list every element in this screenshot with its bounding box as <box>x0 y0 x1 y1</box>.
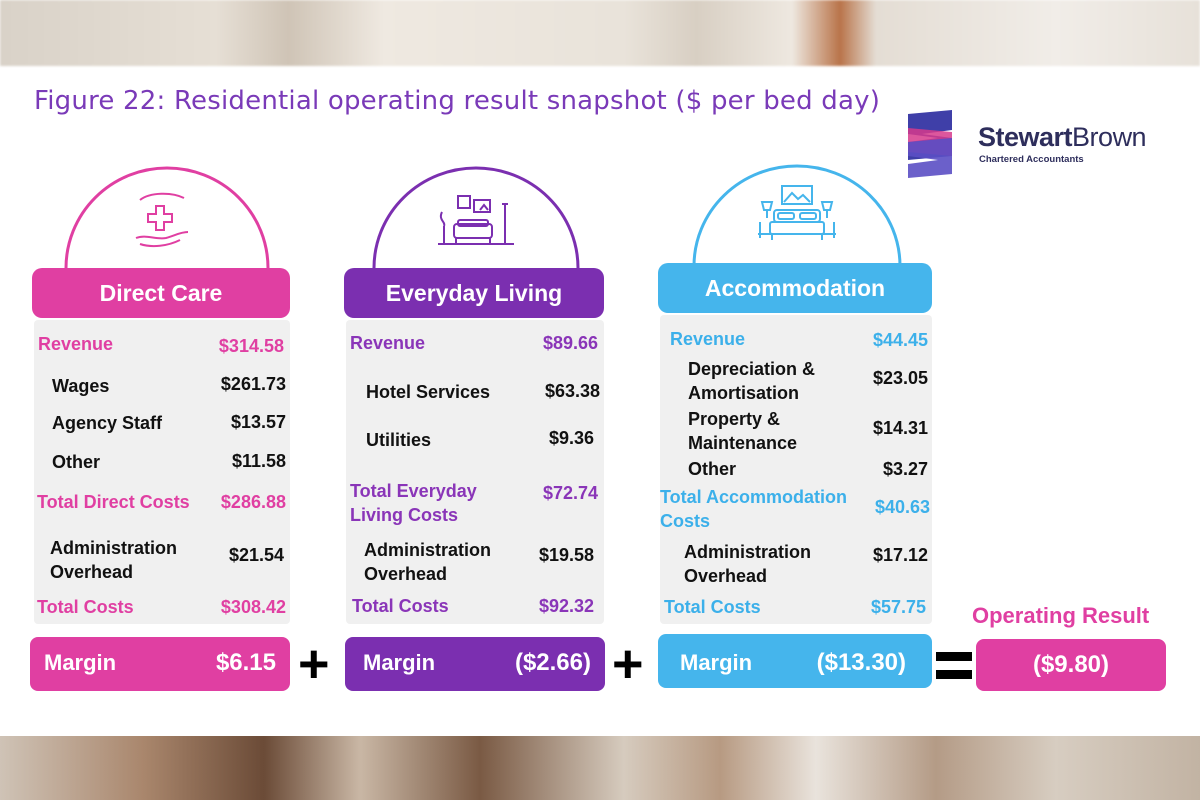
dc-wages-value: $261.73 <box>220 374 286 394</box>
equals-operator: = <box>936 648 972 684</box>
acc-margin-value: ($13.30) <box>816 649 906 676</box>
acc-depreciation-label: Depreciation & Amortisation <box>688 359 816 403</box>
dc-margin-label: Margin <box>44 650 117 675</box>
acc-total-costs-label: Total Costs <box>664 597 761 617</box>
el-total-living-value: $72.74 <box>542 483 598 503</box>
acc-revenue-label: Revenue <box>670 329 746 349</box>
dc-agency-value: $13.57 <box>230 412 286 432</box>
acc-depreciation-value: $23.05 <box>872 368 928 388</box>
stewartbrown-mark-icon <box>908 110 952 178</box>
el-total-living-label: Total Everyday Living Costs <box>350 481 477 525</box>
dc-admin-value: $21.54 <box>228 545 284 565</box>
plus-operator-1: + <box>298 634 330 694</box>
el-revenue-value: $89.66 <box>542 333 598 353</box>
accommodation-panel <box>660 315 932 624</box>
dc-total-direct-label: Total Direct Costs <box>37 492 190 512</box>
acc-admin-label: Administration Overhead <box>684 542 812 586</box>
acc-other-value: $3.27 <box>882 459 928 479</box>
brand-name: StewartBrown <box>978 122 1147 152</box>
el-hotel-value: $63.38 <box>544 381 600 401</box>
plus-operator-2: + <box>612 634 644 694</box>
dc-margin-bar: Margin $6.15 <box>30 637 290 691</box>
el-total-costs-label: Total Costs <box>352 596 449 616</box>
el-admin-label: Administration Overhead <box>364 540 492 584</box>
el-margin-bar: Margin ($2.66) <box>345 637 605 691</box>
acc-other-label: Other <box>688 459 737 479</box>
living-room-icon <box>438 195 514 245</box>
everyday-living-header: Everyday Living <box>344 268 604 318</box>
el-margin-label: Margin <box>363 650 436 675</box>
direct-care-header: Direct Care <box>32 268 290 318</box>
everyday-living-panel <box>346 320 604 624</box>
background-photo-top <box>0 0 1200 66</box>
accommodation-arch <box>692 164 902 267</box>
dc-other-value: $11.58 <box>231 451 286 471</box>
bed-icon <box>758 185 836 240</box>
el-utilities-label: Utilities <box>366 430 432 450</box>
dc-agency-label: Agency Staff <box>52 413 163 433</box>
background-photo-bottom <box>0 736 1200 800</box>
acc-property-value: $14.31 <box>872 418 928 438</box>
figure-title: Figure 22: Residential operating result … <box>34 86 881 116</box>
acc-total-accommodation-label: Total Accommodation Costs <box>660 487 848 531</box>
everyday-living-arch <box>372 166 580 269</box>
accommodation-header: Accommodation <box>658 263 932 313</box>
stewartbrown-logo: StewartBrown Chartered Accountants <box>900 108 1170 180</box>
el-margin-value: ($2.66) <box>514 649 591 676</box>
acc-margin-bar: Margin ($13.30) <box>658 634 932 688</box>
dc-other-label: Other <box>52 452 101 472</box>
el-total-costs-value: $92.32 <box>538 596 594 616</box>
el-admin-value: $19.58 <box>538 545 594 565</box>
direct-care-arch <box>64 166 270 269</box>
operating-result-label: Operating Result <box>972 603 1150 628</box>
direct-care-panel <box>34 320 290 624</box>
operating-result-value: ($9.80) <box>976 639 1166 691</box>
dc-wages-label: Wages <box>52 376 110 396</box>
el-hotel-label: Hotel Services <box>366 382 491 402</box>
acc-revenue-value: $44.45 <box>872 330 928 350</box>
care-hands-cross-icon <box>135 192 189 248</box>
dc-admin-label: Administration Overhead <box>50 538 178 582</box>
acc-total-accommodation-value: $40.63 <box>874 497 930 517</box>
brand-subtitle: Chartered Accountants <box>979 154 1084 165</box>
acc-property-label: Property & Maintenance <box>688 409 798 453</box>
dc-revenue-value: $314.58 <box>218 336 284 356</box>
dc-total-direct-value: $286.88 <box>220 492 286 512</box>
dc-total-costs-value: $308.42 <box>220 597 286 617</box>
dc-margin-value: $6.15 <box>215 649 276 676</box>
acc-total-costs-value: $57.75 <box>870 597 926 617</box>
dc-total-costs-label: Total Costs <box>37 597 134 617</box>
el-utilities-value: $9.36 <box>548 428 594 448</box>
acc-admin-value: $17.12 <box>872 545 928 565</box>
el-revenue-label: Revenue <box>350 333 426 353</box>
dc-revenue-label: Revenue <box>38 334 114 354</box>
acc-margin-label: Margin <box>680 650 753 675</box>
